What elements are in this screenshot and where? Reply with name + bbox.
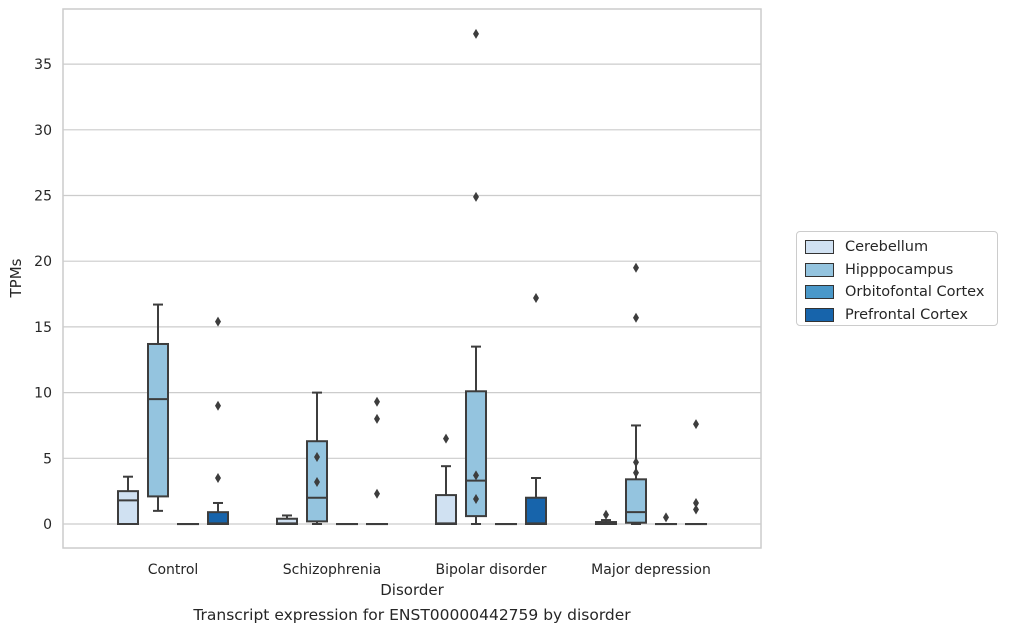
x-tick-label: Schizophrenia <box>283 562 381 578</box>
legend-swatch <box>805 285 834 300</box>
y-tick-label: 20 <box>34 254 52 270</box>
box-2-0 <box>435 433 457 526</box>
legend-swatch <box>805 240 834 255</box>
legend-item: Prefrontal Cortex <box>805 304 997 327</box>
box-body <box>117 490 139 525</box>
outlier-point <box>633 262 639 273</box>
legend-item: Hipppocampus <box>805 259 997 282</box>
box-3-1 <box>625 262 647 525</box>
outlier-point <box>693 504 699 515</box>
box-0-3 <box>207 316 229 526</box>
outlier-point <box>314 476 320 487</box>
outlier-point <box>215 400 221 411</box>
y-axis-label: TPMs <box>7 258 25 298</box>
y-tick-label: 0 <box>43 517 52 533</box>
y-tick-label: 10 <box>34 386 52 402</box>
box-1-1 <box>306 391 328 525</box>
box-body <box>625 478 647 524</box>
legend-label: Hipppocampus <box>845 261 954 278</box>
box-body <box>207 511 229 526</box>
outlier-point <box>633 312 639 323</box>
legend-label: Prefrontal Cortex <box>845 306 968 323</box>
box-2-3 <box>525 292 547 526</box>
outlier-point <box>663 512 669 523</box>
box-0-0 <box>117 475 139 525</box>
box-body <box>465 390 487 518</box>
legend-swatch <box>805 262 834 277</box>
y-axis-ticks: 0 5 10 15 20 25 30 35 <box>34 57 52 533</box>
outlier-point <box>633 467 639 478</box>
outlier-point <box>443 433 449 444</box>
outlier-point <box>374 488 380 499</box>
legend-label: Orbitofontal Cortex <box>845 284 985 301</box>
box-3-2 <box>655 512 677 526</box>
gridlines <box>63 63 761 525</box>
box-2-1 <box>465 28 487 525</box>
legend-swatch <box>805 307 834 322</box>
outlier-point <box>473 494 479 505</box>
outlier-point <box>314 451 320 462</box>
box-body <box>147 342 169 498</box>
outlier-point <box>533 292 539 303</box>
outlier-point <box>374 413 380 424</box>
outlier-point <box>693 419 699 430</box>
box-1-0 <box>276 514 298 526</box>
outlier-point <box>603 509 609 520</box>
outlier-point <box>215 316 221 327</box>
outlier-point <box>693 497 699 508</box>
y-tick-label: 35 <box>34 57 52 73</box>
box-3-3 <box>685 419 707 526</box>
box-series <box>117 28 707 526</box>
legend: Cerebellum Hipppocampus Orbitofontal Corte… <box>796 231 998 326</box>
legend-item: Cerebellum <box>805 236 997 259</box>
x-tick-label: Bipolar disorder <box>435 562 546 578</box>
box-1-3 <box>366 396 388 526</box>
outlier-point <box>473 191 479 202</box>
x-axis-ticks: Control Schizophrenia Bipolar disorder Majo… <box>148 562 711 578</box>
chart-caption: Transcript expression for ENST0000044275… <box>193 606 631 624</box>
legend-item: Orbitofontal Cortex <box>805 281 997 304</box>
y-tick-label: 5 <box>43 451 52 467</box>
y-tick-label: 25 <box>34 189 52 205</box>
box-body <box>525 496 547 526</box>
x-tick-label: Major depression <box>591 562 711 578</box>
plot-frame <box>62 8 762 549</box>
x-tick-label: Control <box>148 562 199 578</box>
outlier-point <box>473 470 479 481</box>
box-0-1 <box>147 303 169 512</box>
outlier-point <box>473 28 479 39</box>
x-axis-label: Disorder <box>380 581 444 599</box>
box-3-0 <box>595 509 617 525</box>
box-body <box>435 494 457 526</box>
legend-label: Cerebellum <box>845 239 929 256</box>
y-tick-label: 30 <box>34 123 52 139</box>
outlier-point <box>215 473 221 484</box>
y-tick-label: 15 <box>34 320 52 336</box>
outlier-point <box>633 457 639 468</box>
outlier-point <box>374 396 380 407</box>
